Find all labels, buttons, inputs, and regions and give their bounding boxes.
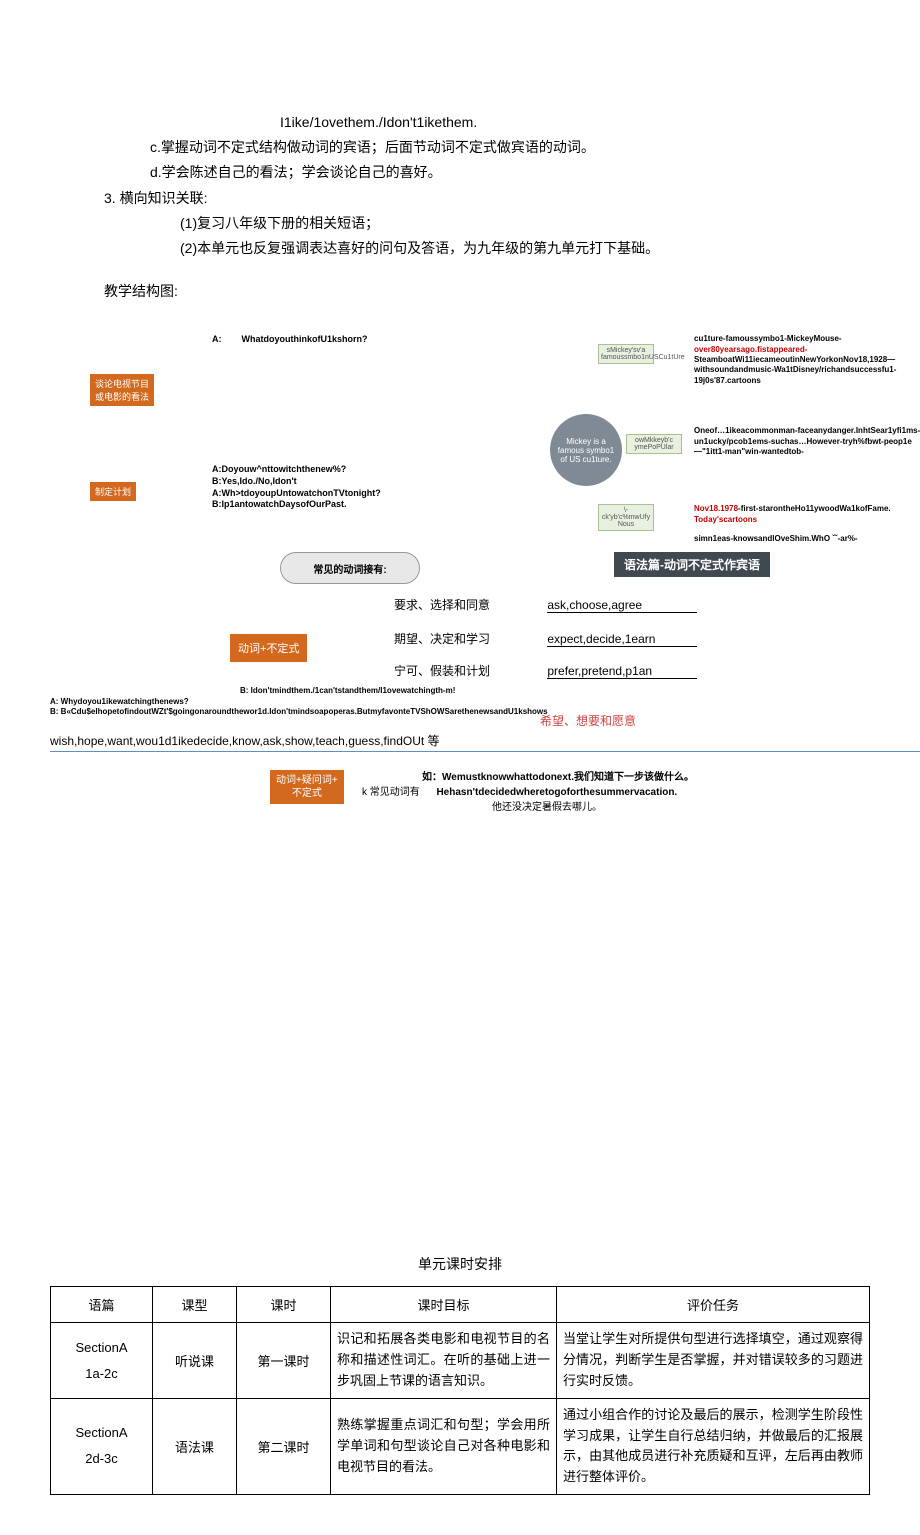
table-row: SectionA 2d-3c 语法课 第二课时 熟练掌握重点词汇和句型；学会用所… [51,1398,870,1494]
question-text: 如：Wemustknowwhattodonext.我们知道下一步该做什么。 k … [362,770,694,815]
dialog-a-text: WhatdoyouthinkofU1kshorn? [242,334,368,344]
grammar-row-1: 要求、选择和同意 ask,choose,agree [394,596,697,613]
cell-section: SectionA 2d-3c [51,1398,153,1494]
th-eval: 评价任务 [557,1287,870,1323]
cloud-verbs: 常见的动词接有: [280,552,420,584]
th-goal: 课时目标 [331,1287,557,1323]
dialog-bottom: B: Idon'tmindthem./1can'tstandthem/I1ove… [50,686,548,717]
table-header-row: 语篇 课型 课时 课时目标 评价任务 [51,1287,870,1323]
hope-label: 希望、想要和愿意 [540,712,636,729]
dialog-bottom-b2: B: B«Cdu$eIhopetofindoutWZt'$goingonarou… [50,707,548,717]
row2-val: expect,decide,1earn [547,632,697,647]
row3-label: 宁可、假装和计划 [394,662,544,679]
wish-line: wish,hope,want,wou1d1ikedecide,know,ask,… [50,732,920,752]
sub-2: (2)本单元也反复强调表达喜好的问句及答语，为九年级的第九单元打下基础。 [180,236,870,261]
cell-period: 第一课时 [237,1323,331,1398]
line-example: I1ike/1ovethem./Idon't1ikethem. [280,110,870,135]
schedule-title: 单元课时安排 [50,1254,870,1274]
sub-node-2: owMkkeyb'c ymePoPUlar [626,434,682,454]
cell-goal: 识记和拓展各类电影和电视节目的名称和描述性词汇。在听的基础上进一步巩固上节课的语… [331,1323,557,1398]
th-period: 课时 [237,1287,331,1323]
sub-1: (1)复习八年级下册的相关短语； [180,211,870,236]
row1-label: 要求、选择和同意 [394,596,544,613]
cell-type: 听说课 [153,1323,237,1398]
grammar-banner: 语法篇-动词不定式作宾语 [614,552,770,577]
line-c: c.掌握动词不定式结构做动词的宾语；后面节动词不定式做宾语的动词。 [150,135,870,160]
q-ex3: 他还没决定暑假去哪儿。 [492,802,602,813]
grammar-row-3: 宁可、假装和计划 prefer,pretend,p1an [394,662,697,679]
teaching-structure-diagram: A: WhatdoyouthinkofU1kshorn? 谈论电视节目 或电影的… [50,334,870,754]
th-type: 课型 [153,1287,237,1323]
cell-goal: 熟练掌握重点词汇和句型；学会用所学单词和句型谈论自己对各种电影和电视节目的看法。 [331,1398,557,1494]
question-infinitive-tag: 动词+疑问词+ 不定式 [270,770,344,804]
dialog-plan: A:Doyouw^nttowitchthenew%? B:Yes,Ido./No… [212,464,381,511]
cell-section: SectionA 1a-2c [51,1323,153,1398]
row2-label: 期望、决定和学习 [394,630,544,647]
cell-type: 语法课 [153,1398,237,1494]
grammar-row-2: 期望、决定和学习 expect,decide,1earn [394,630,697,647]
right-text-3: Nov18.1978-first-starontheHo11ywoodWa1ko… [694,504,920,525]
th-section: 语篇 [51,1287,153,1323]
dialog-bottom-a: A: Whydoyou1ikewatchingthenews? [50,697,548,707]
q-ex2: Hehasn'tdecidedwheretogoforthesummervaca… [436,787,677,798]
center-node-mickey: Mickey is a famous symbo1 of US cu1ture. [550,414,622,486]
q-k: k 常见动词有 [362,787,420,798]
row1-val: ask,choose,agree [547,598,697,613]
dialog-a-label: A: [212,334,222,344]
right-text-2: Oneof…1ikeacommonman-faceanydanger.InhtS… [694,426,920,457]
item-3: 3. 横向知识关联: [104,186,870,211]
infinitive-tag: 动词+不定式 [230,634,307,662]
line-d: d.学会陈述自己的看法；学会谈论自己的喜好。 [150,160,870,185]
cell-eval: 当堂让学生对所提供句型进行选择填空，通过观察得分情况，判断学生是否掌握，并对错误… [557,1323,870,1398]
dialog-bottom-b: B: Idon'tmindthem./1can'tstandthem/I1ove… [240,686,548,696]
right-text-1: cu1ture-famoussymbo1-MickeyMouse- over80… [694,334,920,386]
schedule-table: 语篇 课型 课时 课时目标 评价任务 SectionA 1a-2c 听说课 第一… [50,1286,870,1495]
sub-node-1: sMickey'sv'a famoussmbo1nUSCu1tUre [598,344,654,364]
tag-plan: 制定计划 [90,482,136,501]
row3-val: prefer,pretend,p1an [547,664,697,679]
dialog-a: A: WhatdoyouthinkofU1kshorn? [212,334,368,344]
table-row: SectionA 1a-2c 听说课 第一课时 识记和拓展各类电影和电视节目的名… [51,1323,870,1398]
cell-period: 第二课时 [237,1398,331,1494]
tag-discuss: 谈论电视节目 或电影的看法 [90,374,154,406]
structure-label: 教学结构图: [104,279,870,304]
sub-node-3: \-ck'yb'c%mwUfy Nous [598,504,654,531]
cell-eval: 通过小组合作的讨论及最后的展示，检测学生阶段性学习成果，让学生自行总结归纳，并做… [557,1398,870,1494]
right-text-4: simn1eas-knowsandlOveShim.WhO ˇˇ-ar%- [694,534,920,544]
q-ex1: 如：Wemustknowwhattodonext.我们知道下一步该做什么。 [422,770,694,785]
